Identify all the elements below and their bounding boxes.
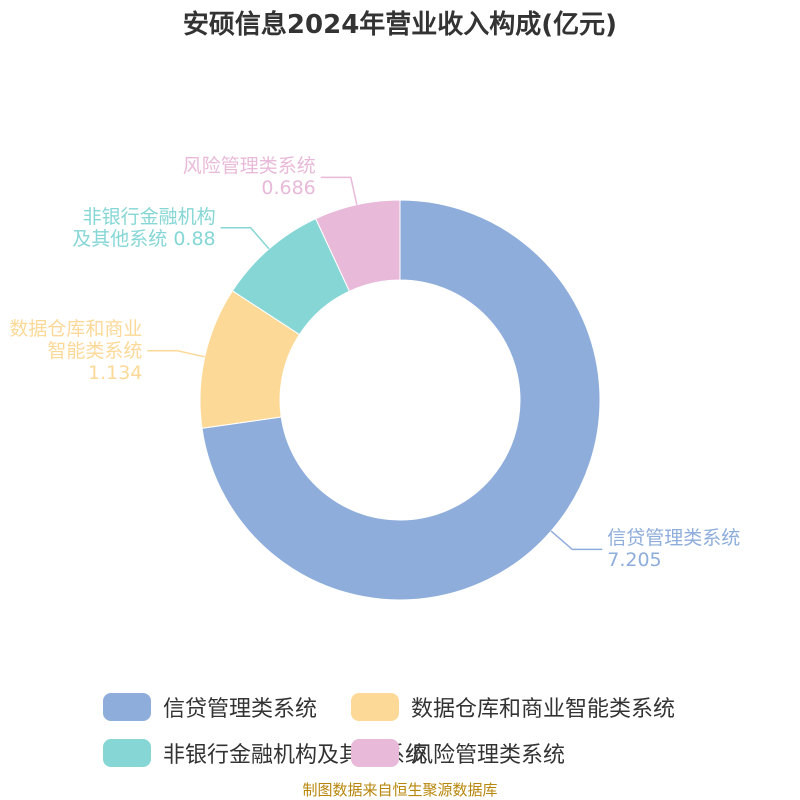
legend-label: 数据仓库和商业智能类系统 <box>411 697 676 722</box>
legend-label: 信贷管理类系统 <box>163 697 318 722</box>
legend-swatch <box>103 693 151 721</box>
label-value: 7.205 <box>607 549 662 572</box>
legend-item[interactable]: 数据仓库和商业智能类系统 <box>351 691 675 723</box>
label-name: 风险管理类系统 <box>182 155 316 178</box>
chart-title: 安硕信息2024年营业收入构成(亿元) <box>182 10 618 40</box>
leader-line <box>320 176 358 205</box>
slice <box>315 199 401 292</box>
legend-swatch <box>351 693 399 721</box>
legend-swatch <box>351 739 399 767</box>
label-name: 数据仓库和商业智能类系统 <box>9 317 143 362</box>
label-name: 信贷管理类系统 <box>607 527 741 550</box>
legend-item[interactable]: 风险管理类系统 <box>351 737 565 769</box>
legend-swatch <box>103 739 151 767</box>
label-name: 非银行金融机构及其他系统 <box>72 205 216 250</box>
data-label: 非银行金融机构及其他系统 0.88 <box>66 205 216 250</box>
slice <box>201 199 601 601</box>
data-label: 风险管理类系统 0.686 <box>166 155 316 199</box>
legend-label: 风险管理类系统 <box>411 743 566 768</box>
data-label: 数据仓库和商业智能类系统 1.134 <box>0 318 142 384</box>
leader-line <box>220 226 270 250</box>
label-value: 1.134 <box>87 361 143 384</box>
label-value: 0.686 <box>261 177 316 200</box>
legend-item[interactable]: 信贷管理类系统 <box>103 691 317 723</box>
label-value: 0.88 <box>173 227 216 250</box>
leader-line <box>550 530 603 551</box>
data-label: 信贷管理类系统 7.205 <box>607 527 757 571</box>
source: 制图数据来自恒生聚源数据库 <box>302 781 498 799</box>
leader-line <box>147 349 205 358</box>
